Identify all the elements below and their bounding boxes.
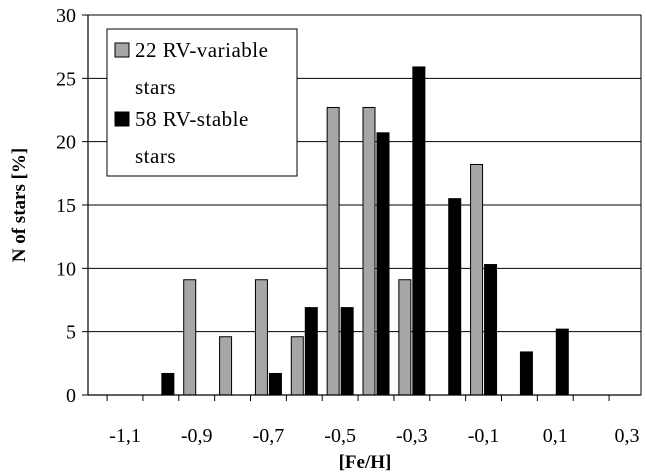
bar-rv-variable--0.8 [219, 336, 233, 396]
legend-label-rv-variable-line2: stars [135, 75, 176, 99]
legend-label-rv-stable-line2: stars [135, 144, 176, 168]
bar-rv-variable--0.1 [470, 163, 484, 396]
bar-rv-variable--0.9 [183, 279, 197, 396]
bar-rv-stable-0.0 [519, 351, 533, 396]
y-axis-title: N of stars [%] [9, 148, 30, 263]
legend-swatch-rv-stable [114, 111, 130, 127]
bar-rv-stable--0.3 [412, 66, 426, 396]
x-tick-label--0,9: -0,9 [181, 425, 213, 447]
y-tick-label-25: 25 [56, 68, 76, 90]
y-tick-labels: 0 5 10 15 20 25 30 [56, 5, 76, 407]
bar-rv-stable--1.0 [161, 372, 175, 396]
y-tick-label-15: 15 [56, 195, 76, 217]
legend-label-rv-variable-line1: 22 RV-variable [135, 38, 268, 62]
legend: 22 RV-variable stars 58 RV-stable stars [106, 28, 298, 177]
bar-rv-stable-0.1 [555, 328, 569, 396]
plot-area-border [87, 14, 642, 396]
x-tick-label--0,1: -0,1 [468, 425, 500, 447]
x-tick-label--0,7: -0,7 [253, 425, 285, 447]
x-tick-label--1,1: -1,1 [109, 425, 141, 447]
y-tick-label-30: 30 [56, 5, 76, 27]
x-tick-label-0,3: 0,3 [615, 425, 640, 447]
x-tick-label-0,1: 0,1 [543, 425, 568, 447]
bar-rv-variable--0.4 [362, 106, 376, 396]
bar-rv-variable--0.5 [326, 106, 340, 396]
x-axis-title: [Fe/H] [339, 452, 392, 472]
x-tick-label--0,5: -0,5 [324, 425, 356, 447]
bar-rv-stable--0.4 [376, 132, 390, 396]
bar-rv-stable--0.6 [304, 307, 318, 396]
y-tick-label-10: 10 [56, 258, 76, 280]
bar-rv-stable--0.5 [340, 307, 354, 396]
y-tick-label-0: 0 [66, 385, 76, 407]
bar-rv-variable--0.3 [398, 279, 412, 396]
legend-label-rv-stable-line1: 58 RV-stable [135, 107, 249, 131]
x-tick-labels: -1,1 -0,9 -0,7 -0,5 -0,3 -0,1 0,1 0,3 [109, 425, 639, 447]
legend-box [106, 28, 298, 177]
bar-rv-variable--0.6 [290, 336, 304, 396]
axes [87, 14, 642, 401]
x-tick-label--0,3: -0,3 [396, 425, 428, 447]
bar-rv-variable--0.7 [254, 279, 268, 396]
bar-rv-stable--0.2 [448, 198, 462, 396]
legend-swatch-rv-variable [114, 42, 130, 58]
y-tick-label-20: 20 [56, 132, 76, 154]
y-tick-label-5: 5 [66, 322, 76, 344]
bar-rv-stable--0.1 [484, 264, 498, 396]
bar-rv-stable--0.7 [268, 372, 282, 396]
